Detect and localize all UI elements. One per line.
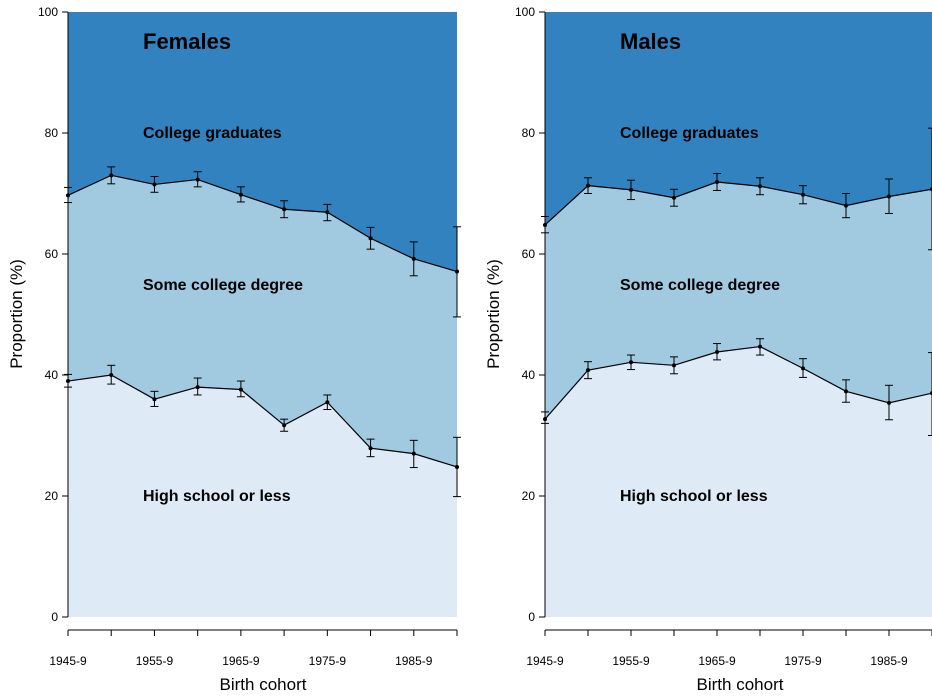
y-tick-label: 60	[45, 247, 59, 261]
data-point-high-school	[368, 446, 373, 451]
data-point-high-school	[282, 423, 287, 428]
data-point-high-school	[758, 344, 762, 349]
error-bar-high-school	[928, 352, 932, 436]
data-point-some-college	[844, 203, 848, 208]
data-point-high-school	[195, 385, 200, 390]
y-axis-title: Proportion (%)	[484, 259, 503, 369]
x-tick-label: 1975-9	[309, 654, 347, 668]
data-point-high-school	[844, 389, 848, 394]
data-point-high-school	[715, 350, 719, 355]
data-point-some-college	[455, 269, 459, 274]
x-tick-label: 1945-9	[49, 654, 87, 668]
data-point-high-school	[672, 363, 676, 368]
females-panel: 0 20 40 60 80 100 1945-9 1955-9 1965-9 1975-9 1985…	[7, 5, 461, 694]
y-tick-label: 40	[522, 368, 536, 382]
error-bar-some-college	[928, 127, 932, 251]
x-axis-title: Birth cohort	[220, 675, 307, 694]
data-point-some-college	[715, 180, 719, 185]
series-line-some-college	[544, 181, 932, 226]
y-tick-label: 100	[515, 5, 535, 19]
data-point-some-college	[282, 207, 287, 212]
x-tick-label: 1985-9	[395, 654, 433, 668]
band-high-school	[68, 375, 457, 617]
data-point-high-school	[801, 366, 805, 371]
series-line-some-college	[67, 174, 458, 273]
band-label: College graduates	[620, 125, 759, 142]
males-panel: 0 20 40 60 80 100 1945-9 1955-9 1965-9 1975-9 1985…	[484, 5, 932, 694]
data-point-high-school	[586, 368, 590, 373]
x-axis-title: Birth cohort	[697, 675, 784, 694]
x-tick-label: 1965-9	[222, 654, 260, 668]
data-point-some-college	[109, 173, 114, 178]
data-point-some-college	[758, 184, 762, 189]
data-point-some-college	[238, 192, 243, 197]
panel-title: Females	[143, 29, 231, 54]
data-point-high-school	[238, 387, 243, 392]
y-tick-label: 20	[45, 489, 59, 503]
data-point-high-school	[411, 451, 416, 456]
band-label: Some college degree	[620, 277, 780, 294]
x-tick-label: 1965-9	[698, 654, 736, 668]
y-tick-label: 20	[522, 489, 536, 503]
y-tick-label: 40	[45, 368, 59, 382]
data-point-some-college	[801, 192, 805, 197]
y-tick-label: 80	[45, 126, 59, 140]
y-tick-label: 100	[38, 5, 58, 19]
y-tick-label: 0	[528, 610, 535, 624]
data-point-some-college	[325, 210, 330, 215]
y-tick-label: 60	[522, 247, 536, 261]
y-tick-label: 80	[522, 126, 536, 140]
series-line-high-school	[544, 345, 932, 420]
data-point-high-school	[325, 400, 330, 405]
data-point-high-school	[455, 464, 459, 469]
band-label: High school or less	[620, 488, 768, 505]
series-line-high-school	[67, 374, 458, 468]
data-point-some-college	[629, 187, 633, 192]
x-tick-label: 1945-9	[526, 654, 564, 668]
x-tick-label: 1985-9	[870, 654, 908, 668]
y-tick-label: 0	[51, 610, 58, 624]
band-label: High school or less	[143, 488, 291, 505]
x-tick-label: 1955-9	[612, 654, 650, 668]
data-point-high-school	[629, 360, 633, 365]
data-point-some-college	[411, 256, 416, 261]
band-label: College graduates	[143, 125, 282, 142]
x-tick-label: 1955-9	[136, 654, 174, 668]
data-point-some-college	[195, 177, 200, 182]
data-point-some-college	[368, 236, 373, 241]
data-point-high-school	[152, 397, 157, 402]
band-label: Some college degree	[143, 277, 303, 294]
data-point-some-college	[152, 182, 157, 187]
data-point-high-school	[887, 400, 891, 405]
data-point-some-college	[586, 183, 590, 188]
data-point-some-college	[672, 195, 676, 200]
y-axis-title: Proportion (%)	[7, 259, 26, 369]
band-high-school	[545, 346, 932, 617]
panel-title: Males	[620, 29, 681, 54]
data-point-high-school	[109, 373, 114, 377]
data-point-some-college	[887, 194, 891, 199]
x-tick-label: 1975-9	[784, 654, 822, 668]
